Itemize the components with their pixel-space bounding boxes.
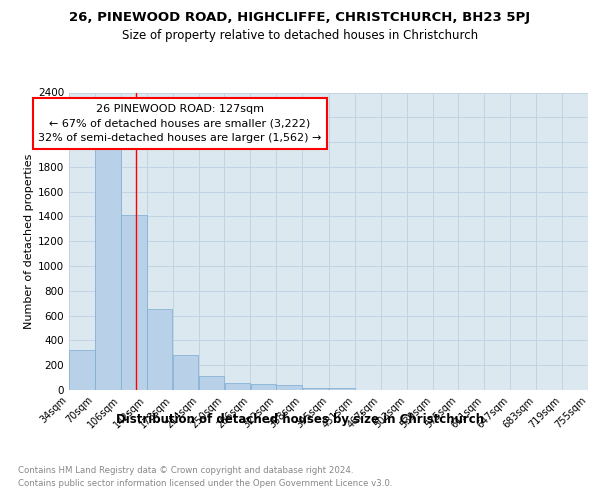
Text: Contains public sector information licensed under the Open Government Licence v3: Contains public sector information licen… [18,479,392,488]
Bar [69,350,95,390]
Bar [251,384,276,390]
Y-axis label: Number of detached properties: Number of detached properties [24,154,34,329]
Bar [147,310,172,390]
Text: Contains HM Land Registry data © Crown copyright and database right 2024.: Contains HM Land Registry data © Crown c… [18,466,353,475]
Text: Distribution of detached houses by size in Christchurch: Distribution of detached houses by size … [116,412,484,426]
Bar [329,388,355,390]
Text: 26 PINEWOOD ROAD: 127sqm
← 67% of detached houses are smaller (3,222)
32% of sem: 26 PINEWOOD ROAD: 127sqm ← 67% of detach… [38,104,322,144]
Text: 26, PINEWOOD ROAD, HIGHCLIFFE, CHRISTCHURCH, BH23 5PJ: 26, PINEWOOD ROAD, HIGHCLIFFE, CHRISTCHU… [70,11,530,24]
Bar [199,376,224,390]
Bar [173,356,199,390]
Bar [224,383,250,390]
Bar [121,215,146,390]
Bar [95,146,121,390]
Text: Size of property relative to detached houses in Christchurch: Size of property relative to detached ho… [122,29,478,42]
Bar [303,388,328,390]
Bar [277,386,302,390]
